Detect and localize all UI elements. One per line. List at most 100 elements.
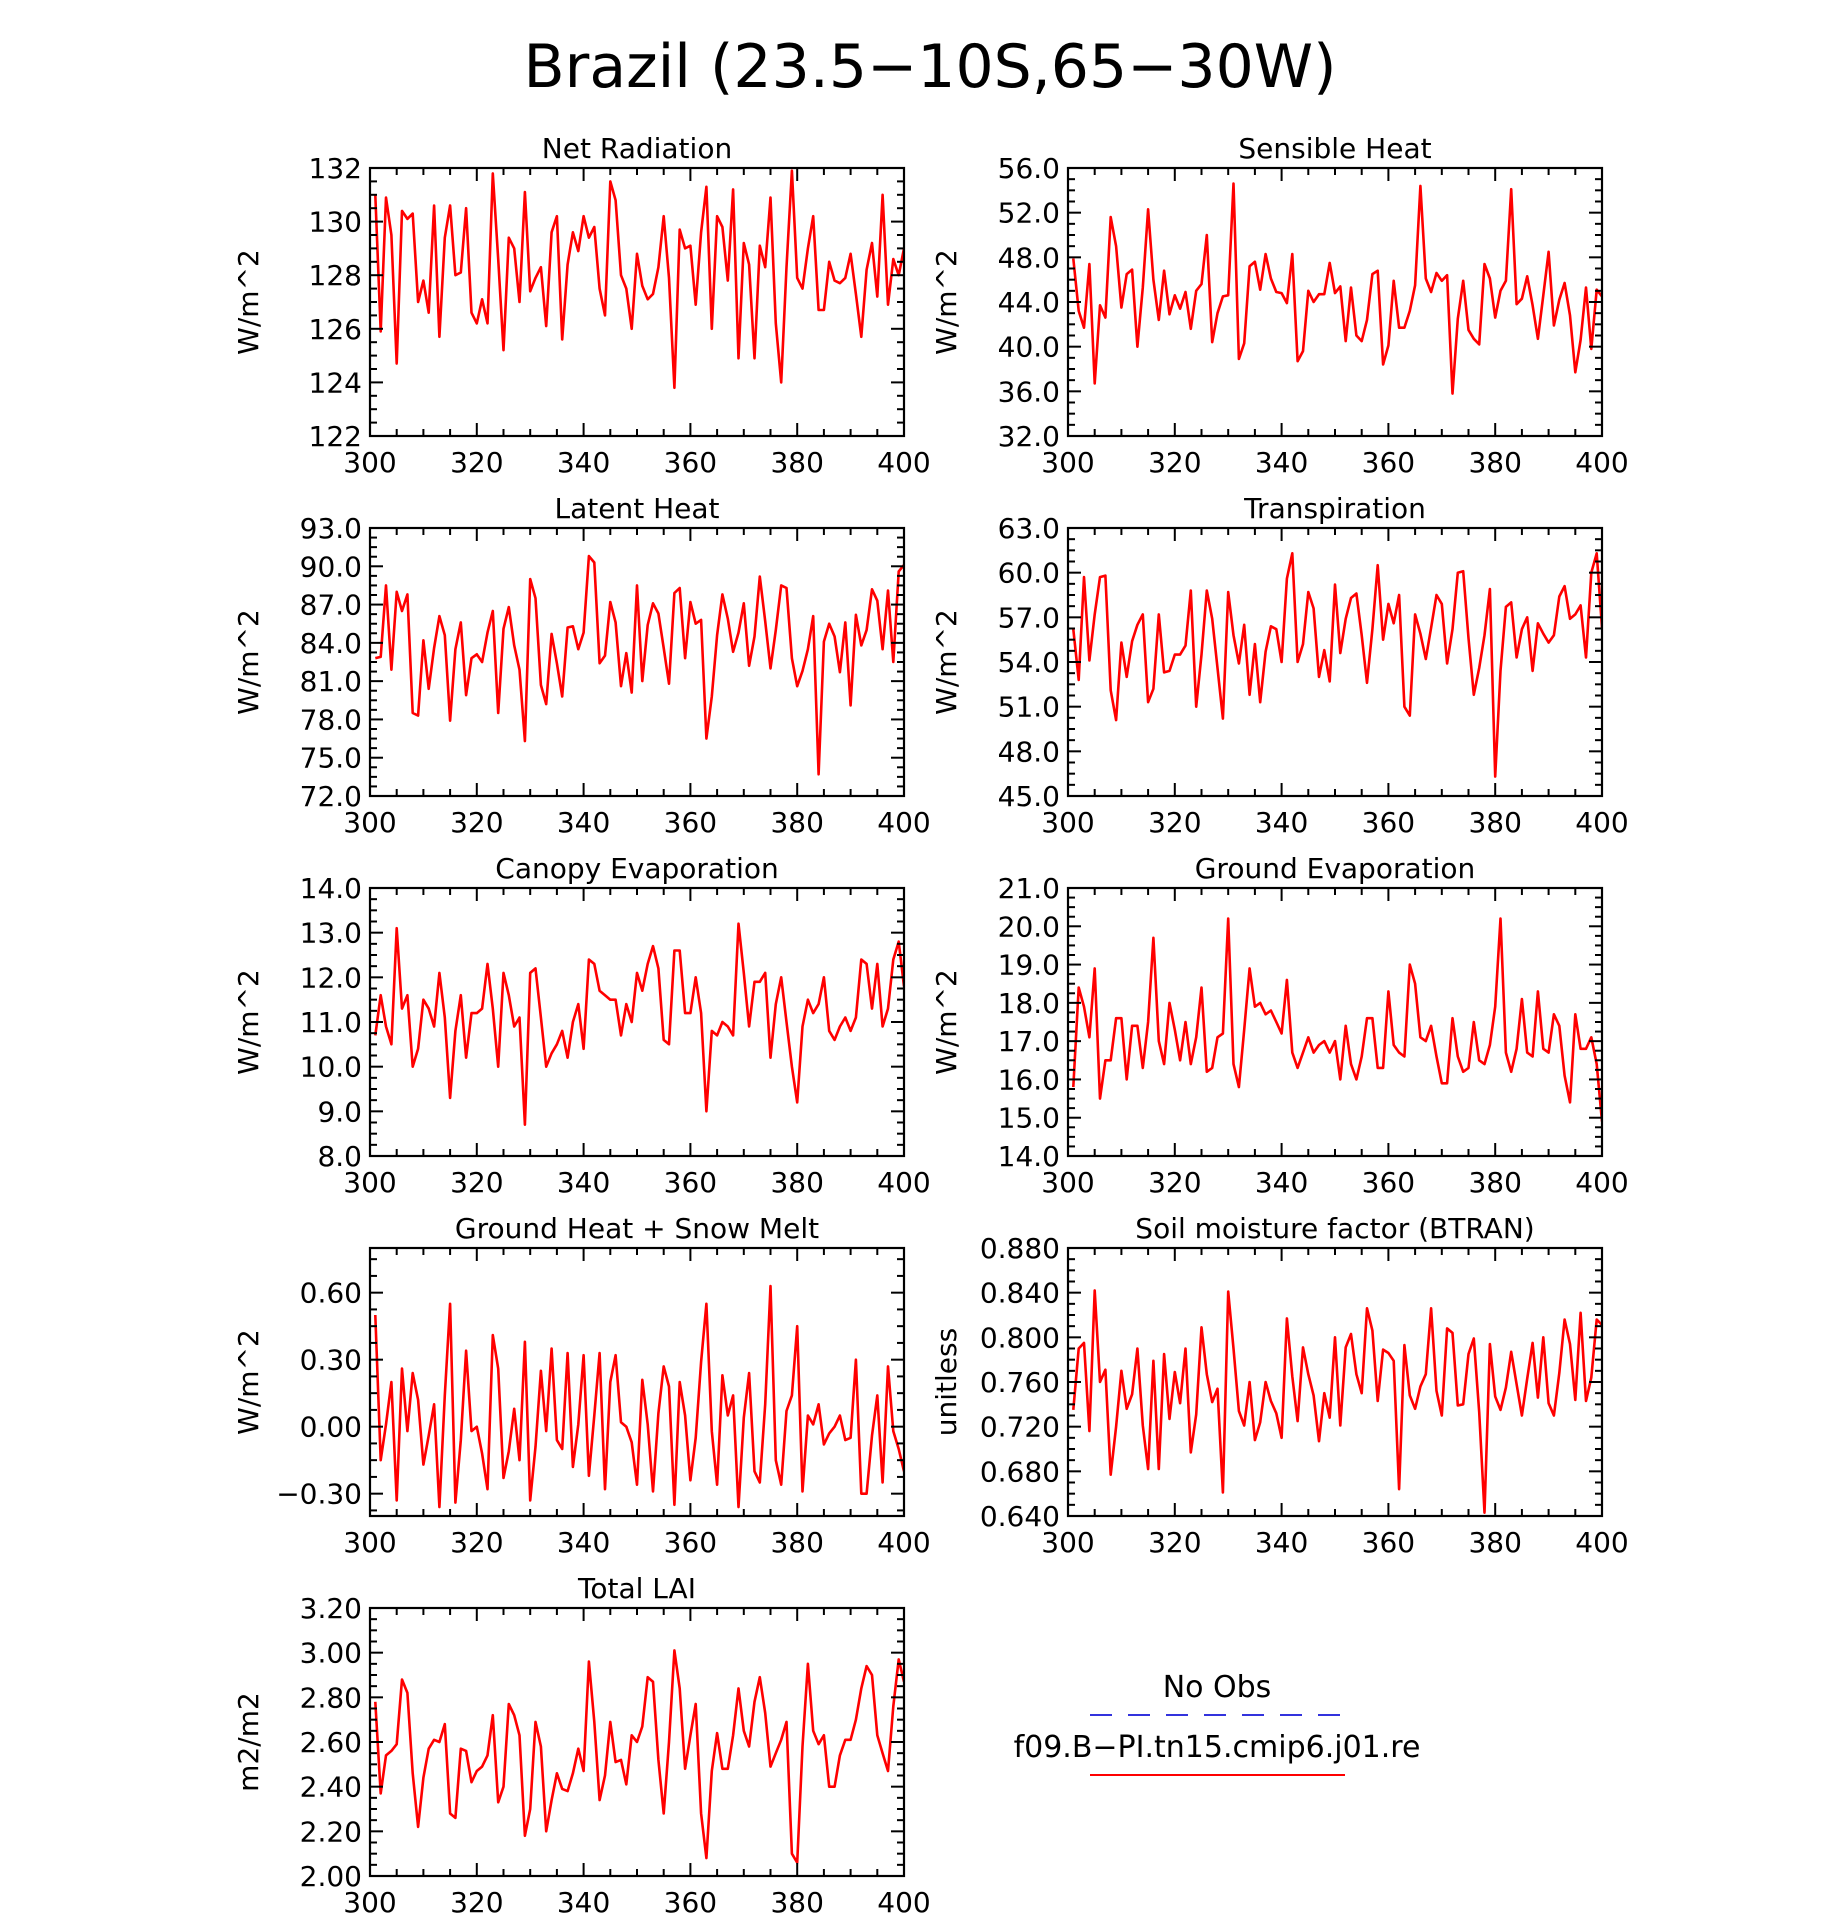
y-tick-label: 57.0 bbox=[998, 601, 1060, 634]
series-line-latent-heat bbox=[374, 554, 904, 776]
y-tick-label: 122 bbox=[309, 420, 362, 453]
x-tick-label: 400 bbox=[877, 1166, 930, 1199]
y-tick-label: 18.0 bbox=[998, 987, 1060, 1020]
y-tick-label: 12.0 bbox=[300, 961, 362, 994]
y-tick-label: 128 bbox=[309, 259, 362, 292]
y-tick-label: 11.0 bbox=[300, 1006, 362, 1039]
x-tick-label: 400 bbox=[1575, 446, 1628, 479]
series-line-canopy-evaporation bbox=[374, 922, 904, 1126]
x-tick-label: 360 bbox=[1362, 1526, 1415, 1559]
y-axis-label: W/m^2 bbox=[232, 969, 265, 1075]
y-tick-label: −0.30 bbox=[276, 1478, 362, 1511]
x-tick-label: 300 bbox=[1041, 1166, 1094, 1199]
panel-latent-heat: 300 320 340 360 380 400 72.0 75.0 78.0 81.0 84.0 87… bbox=[232, 492, 931, 839]
y-tick-label: 9.0 bbox=[317, 1095, 362, 1128]
y-tick-label: 32.0 bbox=[998, 420, 1060, 453]
x-tick-label: 360 bbox=[664, 1166, 717, 1199]
x-tick-label: 300 bbox=[343, 1166, 396, 1199]
y-tick-label: 3.20 bbox=[300, 1592, 362, 1625]
panel-title: Latent Heat bbox=[554, 492, 719, 525]
series-line-ground-heat-snow-melt bbox=[374, 1284, 904, 1509]
chart-panels: 300 320 340 360 380 400 122 124 126 128 130 132 W/m^… bbox=[232, 132, 1629, 1919]
legend-label-no-obs: No Obs bbox=[1163, 1670, 1272, 1705]
y-tick-label: 8.0 bbox=[317, 1140, 362, 1173]
panel-transpiration: 300 320 340 360 380 400 45.0 48.0 51.0 54.0 57.0 60… bbox=[930, 492, 1629, 839]
panel-canopy-evaporation: 300 320 340 360 380 400 8.0 9.0 10.0 11.0 12.0 13.0… bbox=[232, 852, 931, 1199]
y-tick-label: 2.60 bbox=[300, 1726, 362, 1759]
x-tick-label: 340 bbox=[557, 806, 610, 839]
y-tick-label: 63.0 bbox=[998, 512, 1060, 545]
y-tick-label: 0.840 bbox=[980, 1277, 1060, 1310]
x-tick-label: 380 bbox=[770, 1886, 823, 1919]
y-tick-label: 54.0 bbox=[998, 646, 1060, 679]
x-tick-label: 380 bbox=[770, 806, 823, 839]
y-axis-label: W/m^2 bbox=[930, 969, 963, 1075]
panel-soil-moisture-factor: 300 320 340 360 380 400 0.640 0.680 0.720 0.760 0.… bbox=[930, 1212, 1629, 1559]
x-tick-label: 400 bbox=[877, 446, 930, 479]
x-tick-label: 300 bbox=[343, 1886, 396, 1919]
y-axis-label: m2/m2 bbox=[232, 1692, 265, 1792]
x-tick-label: 320 bbox=[450, 446, 503, 479]
y-tick-label: 52.0 bbox=[998, 197, 1060, 230]
x-tick-label: 300 bbox=[1041, 806, 1094, 839]
y-axis-label: W/m^2 bbox=[232, 249, 265, 355]
plot-frame bbox=[1066, 1246, 1604, 1518]
y-tick-label: 87.0 bbox=[300, 589, 362, 622]
y-tick-label: 93.0 bbox=[300, 512, 362, 545]
y-tick-label: 51.0 bbox=[998, 691, 1060, 724]
plot-frame bbox=[368, 886, 906, 1158]
x-tick-label: 320 bbox=[1148, 1166, 1201, 1199]
y-tick-label: 56.0 bbox=[998, 152, 1060, 185]
y-tick-label: 40.0 bbox=[998, 331, 1060, 364]
y-tick-label: 78.0 bbox=[300, 703, 362, 736]
y-tick-label: 3.00 bbox=[300, 1637, 362, 1670]
y-tick-label: 2.80 bbox=[300, 1681, 362, 1714]
x-tick-label: 320 bbox=[1148, 806, 1201, 839]
y-axis-label: W/m^2 bbox=[232, 1329, 265, 1435]
y-tick-label: 45.0 bbox=[998, 780, 1060, 813]
legend-label-model-run: f09.B−PI.tn15.cmip6.j01.re bbox=[1014, 1730, 1421, 1765]
y-tick-label: 126 bbox=[309, 313, 362, 346]
y-tick-label: 0.720 bbox=[980, 1411, 1060, 1444]
x-tick-label: 340 bbox=[1255, 1526, 1308, 1559]
panel-sensible-heat: 300 320 340 360 380 400 32.0 36.0 40.0 44.0 48.0 52… bbox=[930, 132, 1629, 479]
y-tick-label: 0.60 bbox=[300, 1277, 362, 1310]
y-tick-label: 10.0 bbox=[300, 1051, 362, 1084]
y-tick-label: 0.30 bbox=[300, 1344, 362, 1377]
panel-ground-heat-snow-melt: 300 320 340 360 380 400 −0.30 0.00 0.30 0.60 W/m^2… bbox=[232, 1212, 931, 1559]
x-tick-label: 360 bbox=[664, 806, 717, 839]
y-tick-label: 2.40 bbox=[300, 1771, 362, 1804]
y-tick-label: 16.0 bbox=[998, 1063, 1060, 1096]
y-tick-label: 75.0 bbox=[300, 742, 362, 775]
y-tick-label: 124 bbox=[309, 366, 362, 399]
x-tick-label: 400 bbox=[1575, 1526, 1628, 1559]
y-tick-label: 15.0 bbox=[998, 1102, 1060, 1135]
y-tick-label: 2.20 bbox=[300, 1815, 362, 1848]
x-tick-label: 340 bbox=[1255, 446, 1308, 479]
y-tick-label: 2.00 bbox=[300, 1860, 362, 1893]
x-tick-label: 360 bbox=[1362, 446, 1415, 479]
x-tick-label: 360 bbox=[664, 1886, 717, 1919]
x-tick-label: 360 bbox=[1362, 1166, 1415, 1199]
panel-title: Total LAI bbox=[577, 1572, 696, 1605]
panel-title: Net Radiation bbox=[542, 132, 732, 165]
y-axis-label: W/m^2 bbox=[930, 609, 963, 715]
y-tick-label: 72.0 bbox=[300, 780, 362, 813]
x-tick-label: 340 bbox=[557, 1886, 610, 1919]
y-tick-label: 0.760 bbox=[980, 1366, 1060, 1399]
panel-title: Sensible Heat bbox=[1238, 132, 1431, 165]
y-tick-label: 48.0 bbox=[998, 735, 1060, 768]
x-tick-label: 380 bbox=[770, 446, 823, 479]
x-tick-label: 320 bbox=[1148, 1526, 1201, 1559]
y-tick-label: 17.0 bbox=[998, 1025, 1060, 1058]
x-tick-label: 340 bbox=[557, 1526, 610, 1559]
x-tick-label: 380 bbox=[1468, 806, 1521, 839]
legend: No Obs f09.B−PI.tn15.cmip6.j01.re bbox=[1014, 1670, 1421, 1776]
figure-title: Brazil (23.5−10S,65−30W) bbox=[524, 32, 1337, 102]
x-tick-label: 320 bbox=[450, 1886, 503, 1919]
panel-title: Transpiration bbox=[1243, 492, 1426, 525]
x-tick-label: 320 bbox=[450, 806, 503, 839]
y-tick-label: 81.0 bbox=[300, 665, 362, 698]
x-tick-label: 300 bbox=[1041, 446, 1094, 479]
series-line-soil-moisture-factor bbox=[1072, 1289, 1602, 1514]
